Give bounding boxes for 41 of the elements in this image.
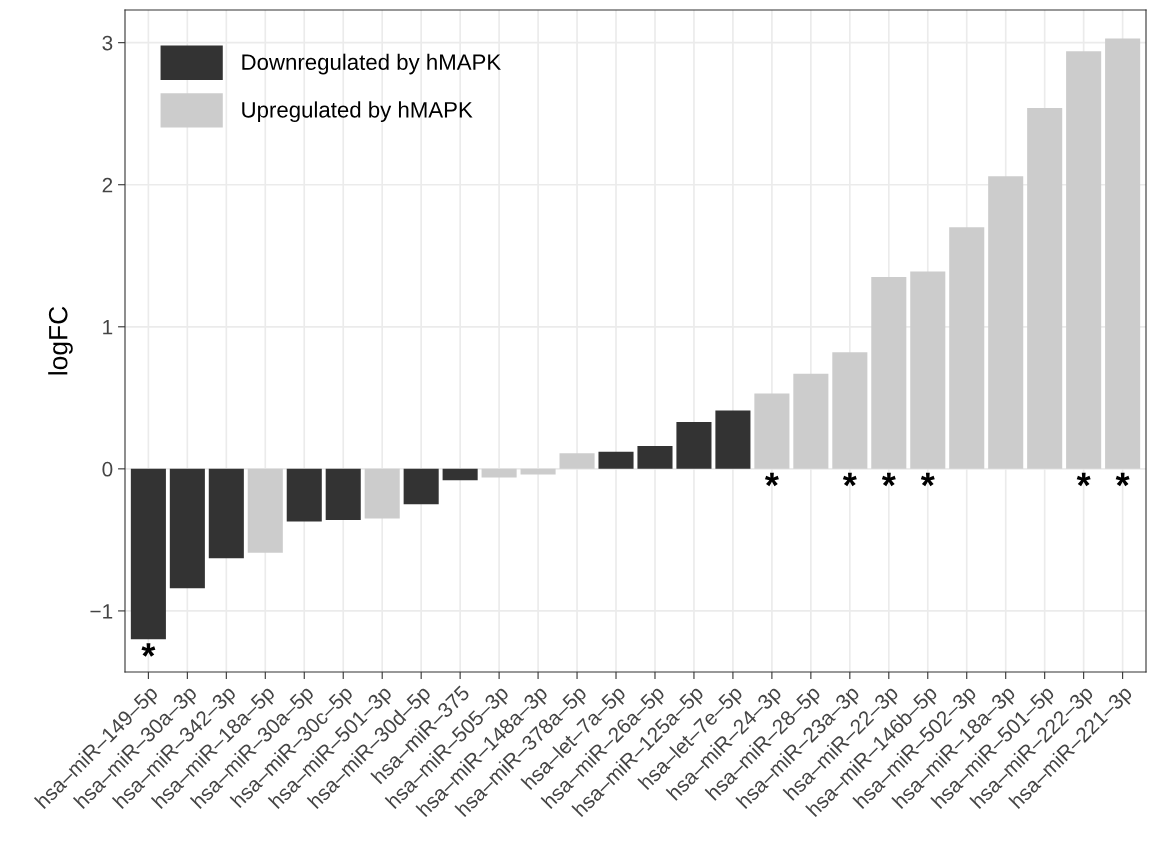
annotation: * <box>141 643 156 657</box>
y-tick-label: 0 <box>102 461 113 477</box>
bar <box>169 468 205 589</box>
bar <box>832 352 868 469</box>
bar <box>442 468 478 481</box>
bar <box>1105 38 1141 469</box>
y-axis-title: logFC <box>48 306 73 375</box>
bar <box>325 468 361 520</box>
bar <box>598 451 634 469</box>
bar <box>754 393 790 469</box>
annotation: * <box>842 472 857 487</box>
bar <box>403 468 439 505</box>
bar <box>793 373 829 469</box>
legend-label: Upregulated by hMAPK <box>242 101 473 123</box>
y-tick-label: 1 <box>103 320 113 335</box>
bar <box>1027 108 1063 469</box>
annotation: * <box>1076 472 1091 487</box>
annotation: * <box>920 472 935 487</box>
annotation: * <box>881 472 896 487</box>
legend-label: Downregulated by hMAPK <box>242 53 501 75</box>
bar <box>520 468 556 475</box>
bar <box>559 453 595 469</box>
bar <box>988 176 1024 469</box>
bar <box>364 468 400 519</box>
bar <box>286 468 322 522</box>
y-tick-label: −1 <box>90 604 113 619</box>
bar <box>208 468 244 559</box>
y-tick-label: 2 <box>102 177 113 193</box>
bar <box>676 421 712 469</box>
annotation: * <box>764 472 779 487</box>
bar <box>949 227 985 469</box>
bar <box>481 468 517 478</box>
bar <box>130 468 166 640</box>
bar <box>637 446 673 469</box>
bar <box>910 271 946 469</box>
y-tick-label: 3 <box>102 35 113 51</box>
bar <box>715 410 751 469</box>
bar <box>247 468 283 553</box>
annotation: * <box>1115 472 1130 487</box>
bar <box>871 277 907 469</box>
bar <box>1066 51 1102 469</box>
